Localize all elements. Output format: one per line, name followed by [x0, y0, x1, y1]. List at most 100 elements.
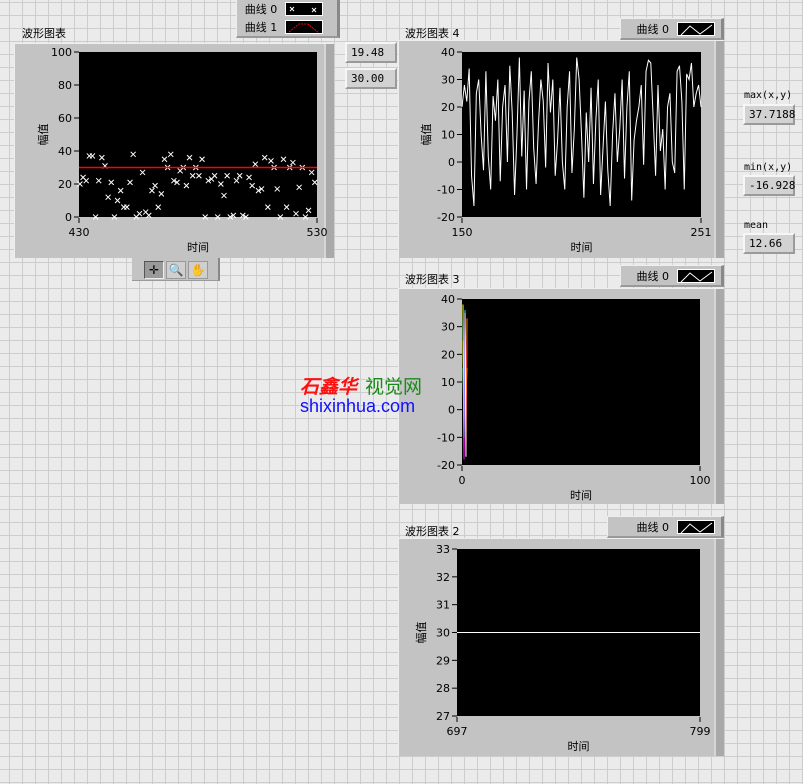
chart3-plot[interactable]: -20 -10 0 10 20 30 40 0 100 时间 [398, 288, 723, 503]
data-point [261, 154, 268, 161]
y-tick-label: 30 [436, 627, 450, 640]
chart1-legend[interactable]: 曲线 0 曲线 1 [236, 0, 340, 38]
legend-item-plot0[interactable]: 曲线 0 [245, 0, 324, 18]
y-tick-label: 40 [441, 293, 455, 306]
data-point [255, 187, 262, 194]
x-axis-label: 时间 [568, 740, 590, 753]
chart2-plot[interactable]: 27 28 29 30 31 32 33 697 799 时间 幅值 [398, 538, 723, 755]
y-axis-label: 幅值 [415, 622, 428, 644]
y-tick-label: 20 [58, 178, 72, 191]
data-point [111, 214, 118, 220]
y-axis-label: 幅值 [37, 124, 50, 146]
x-tick-label: 799 [690, 725, 711, 738]
min-label: min(x,y) [744, 162, 793, 173]
data-point [199, 156, 205, 163]
data-point [161, 156, 168, 163]
zoom-icon[interactable]: 🔍 [166, 261, 186, 279]
data-point [89, 153, 96, 159]
data-point [214, 214, 221, 220]
x-tick-label: 150 [452, 226, 473, 239]
series-line [461, 57, 702, 207]
legend-label: 曲线 0 [636, 269, 670, 283]
y-tick-label: 100 [51, 46, 72, 59]
data-point [258, 186, 265, 192]
data-point [233, 177, 240, 184]
y-tick-label: 60 [58, 112, 72, 125]
data-point [145, 212, 152, 219]
y-tick-label: 10 [441, 129, 455, 142]
chart2-title: 波形图表 2 [405, 525, 460, 538]
y-tick-label: -10 [437, 431, 455, 444]
data-point [268, 158, 274, 164]
x-tick-label: 0 [459, 474, 466, 487]
legend-label: 曲线 0 [244, 3, 278, 16]
cursor-crosshair-icon[interactable]: ✛ [144, 261, 164, 279]
y-axis-label: 幅值 [420, 124, 433, 146]
line-plot-icon [677, 21, 715, 36]
indicator-value-2: 30.00 [345, 68, 397, 89]
indicator-value-1: 19.48 [345, 42, 397, 63]
y-tick-label: 20 [441, 348, 455, 361]
data-point [227, 214, 234, 220]
data-point [99, 154, 105, 161]
data-point [277, 214, 284, 220]
data-point [158, 191, 165, 197]
y-tick-label: 10 [441, 376, 455, 389]
data-point [171, 177, 177, 184]
data-point [117, 187, 124, 194]
data-point [230, 212, 237, 219]
pan-hand-icon[interactable]: ✋ [188, 261, 208, 279]
data-point [274, 186, 281, 192]
line-plot-icon [677, 519, 715, 534]
y-tick-label: 29 [436, 654, 450, 667]
series-segment [464, 312, 467, 457]
chart4-legend[interactable]: 曲线 0 [620, 18, 724, 40]
y-tick-label: 27 [436, 710, 450, 723]
line-plot-icon [677, 268, 715, 283]
data-point [183, 182, 190, 189]
data-point [243, 214, 249, 220]
data-point [280, 156, 287, 163]
data-point [283, 204, 290, 210]
data-point [202, 214, 209, 220]
y-tick-label: 32 [436, 571, 450, 584]
data-point [290, 159, 296, 166]
data-point [305, 207, 312, 214]
chart3-legend[interactable]: 曲线 0 [620, 265, 724, 287]
data-point [252, 161, 259, 168]
data-point [249, 182, 256, 189]
plot-area [79, 52, 317, 217]
chart4-plot[interactable]: -20 -10 0 10 20 30 40 150 251 时间 幅值 [398, 40, 723, 257]
x-tick-label: 100 [690, 474, 711, 487]
x-tick-label: 697 [447, 725, 468, 738]
chart2-legend[interactable]: 曲线 0 [607, 516, 724, 538]
chart3-title: 波形图表 3 [405, 273, 460, 286]
data-point [293, 210, 299, 217]
data-point [167, 151, 174, 158]
x-marker-icon [285, 2, 324, 16]
data-point [114, 197, 121, 204]
y-tick-label: 0 [448, 404, 455, 417]
data-point [149, 187, 155, 194]
x-tick-label: 251 [691, 226, 712, 239]
x-tick-label: 530 [307, 226, 328, 239]
chart1-plot[interactable]: 0 20 40 60 80 100 430 530 时间 幅值 [14, 43, 333, 257]
legend-label: 曲线 0 [636, 22, 670, 36]
legend-label: 曲线 1 [244, 21, 278, 34]
data-point [92, 214, 99, 220]
data-point [308, 169, 315, 176]
y-tick-label: 40 [441, 46, 455, 59]
graph-palette: ✛ 🔍 ✋ [132, 258, 220, 281]
legend-item-plot1[interactable]: 曲线 1 [245, 18, 324, 36]
x-axis-label: 时间 [570, 489, 592, 502]
data-point [155, 204, 162, 210]
series-segment [465, 368, 468, 396]
data-point [77, 181, 83, 187]
y-tick-label: -20 [437, 459, 455, 472]
data-point [95, 177, 102, 184]
y-tick-label: 30 [441, 74, 455, 87]
watermark-logo: 石鑫华 视觉网 [300, 376, 423, 398]
x-tick-label: 430 [69, 226, 90, 239]
y-tick-label: 30 [441, 321, 455, 334]
x-axis-label: 时间 [571, 241, 593, 254]
